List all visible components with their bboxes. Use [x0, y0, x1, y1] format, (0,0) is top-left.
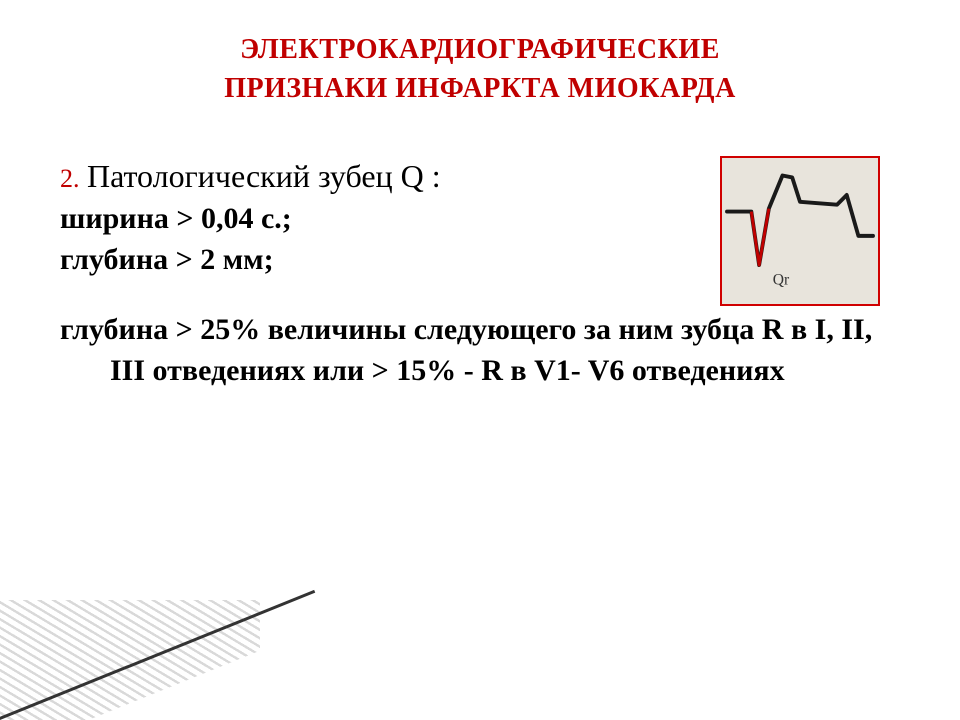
ecg-svg: Qr — [722, 158, 878, 304]
title-line-2: ПРИЗНАКИ ИНФАРКТА МИОКАРДА — [224, 73, 736, 104]
criteria-paragraph: глубина > 25% величины следующего за ним… — [60, 310, 900, 391]
slide: ЭЛЕКТРОКАРДИОГРАФИЧЕСКИЕ ПРИЗНАКИ ИНФАРК… — [0, 0, 960, 720]
slide-title: ЭЛЕКТРОКАРДИОГРАФИЧЕСКИЕ ПРИЗНАКИ ИНФАРК… — [60, 30, 900, 108]
ecg-trace — [727, 176, 873, 266]
ecg-label: Qr — [773, 272, 790, 289]
ecg-figure: Qr — [720, 156, 880, 306]
subtitle-text: Патологический зубец Q : — [87, 158, 441, 194]
title-line-1: ЭЛЕКТРОКАРДИОГРАФИЧЕСКИЕ — [240, 34, 720, 65]
item-number: 2. — [60, 164, 80, 193]
